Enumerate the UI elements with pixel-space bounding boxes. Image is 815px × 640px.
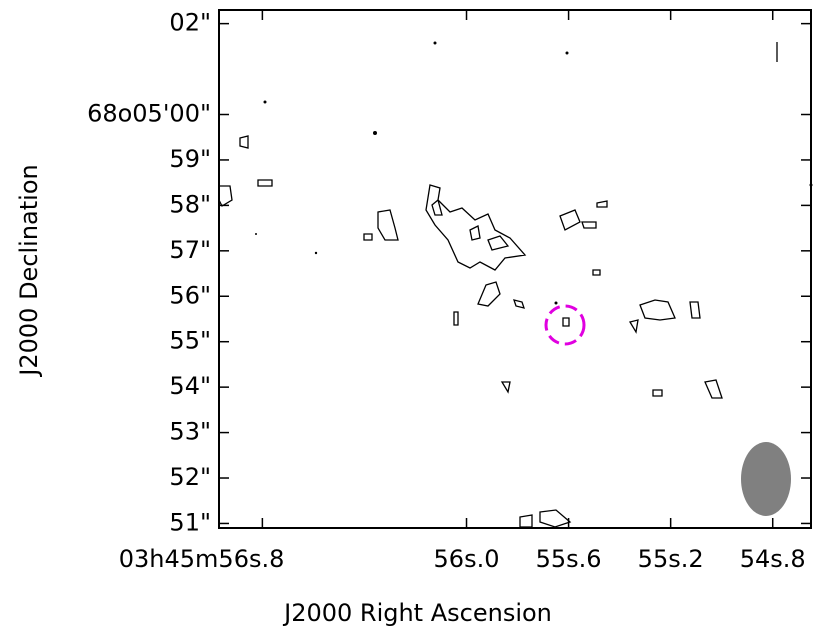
y-axis-label: J2000 Declination	[15, 164, 43, 377]
y-tick-label: 52"	[169, 463, 211, 491]
x-tick-label: 03h45m56s.8	[119, 545, 285, 573]
beam	[741, 442, 791, 516]
x-tick-label: 55s.6	[536, 545, 602, 573]
y-tick-label: 57"	[169, 236, 211, 264]
y-tick-label: 55"	[169, 327, 211, 355]
plot-frame	[219, 10, 811, 528]
contours	[219, 42, 813, 528]
x-tick-label: 54s.8	[740, 545, 806, 573]
x-tick-label: 56s.0	[434, 545, 500, 573]
y-tick-label: 53"	[169, 418, 211, 446]
y-tick-label: 54"	[169, 372, 211, 400]
source-marker	[546, 306, 584, 344]
y-tick-label: 56"	[169, 281, 211, 309]
y-tick-label: 58"	[169, 190, 211, 218]
y-tick-label: 59"	[169, 145, 211, 173]
x-axis-label: J2000 Right Ascension	[282, 599, 552, 627]
x-tick-label: 55s.2	[638, 545, 704, 573]
y-tick-label: 02"	[169, 9, 211, 37]
y-tick-label: 68o05'00"	[87, 100, 211, 128]
y-tick-label: 51"	[169, 508, 211, 536]
chart: J2000 Right Ascension J2000 Declination …	[0, 0, 815, 636]
